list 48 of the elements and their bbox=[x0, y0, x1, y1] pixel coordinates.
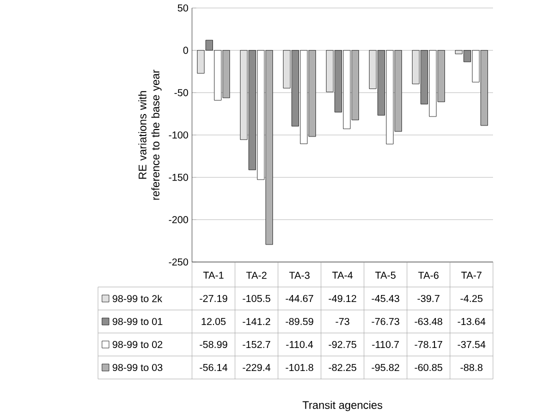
legend-label: 98-99 to 03 bbox=[112, 364, 162, 372]
x-tick-label: TA-7 bbox=[461, 272, 482, 279]
y-tick-label: -200 bbox=[168, 216, 188, 224]
data-label: -49.12 bbox=[328, 294, 356, 302]
data-label: -4.25 bbox=[460, 294, 482, 302]
data-label: -110.4 bbox=[286, 340, 314, 348]
data-label: -152.7 bbox=[242, 340, 270, 348]
y-tick-label: -150 bbox=[168, 174, 188, 181]
y-tick-label: -100 bbox=[168, 131, 188, 139]
text: Transit agencies bbox=[302, 400, 382, 412]
x-tick-label: TA-3 bbox=[289, 272, 310, 279]
data-label: -78.17 bbox=[414, 340, 442, 348]
x-tick-label: TA-1 bbox=[203, 272, 224, 279]
legend-label: 98-99 to 2k bbox=[112, 294, 162, 302]
data-label: -45.43 bbox=[372, 294, 400, 302]
y-tick-label: 0 bbox=[183, 46, 188, 54]
data-label: -141.2 bbox=[242, 318, 270, 325]
data-label: -229.4 bbox=[242, 364, 270, 372]
data-label: -101.8 bbox=[286, 364, 314, 372]
y-axis-title: RE variations with reference to the base year bbox=[138, 70, 162, 200]
data-label: -37.54 bbox=[458, 340, 486, 348]
data-label: -88.8 bbox=[460, 364, 482, 372]
legend-label: 98-99 to 01 bbox=[112, 318, 162, 326]
y-tick-label: 50 bbox=[178, 4, 188, 12]
data-label: -82.25 bbox=[328, 364, 356, 372]
data-label: -56.14 bbox=[200, 364, 228, 372]
legend-label: 98-99 to 02 bbox=[112, 340, 162, 348]
data-label: 12.05 bbox=[202, 318, 226, 326]
data-label: -63.48 bbox=[414, 318, 442, 326]
x-tick-label: TA-5 bbox=[375, 272, 396, 279]
data-label: -110.7 bbox=[372, 340, 399, 348]
y-tick-label: -50 bbox=[174, 89, 188, 96]
data-label: -39.7 bbox=[418, 294, 440, 302]
data-label: -27.19 bbox=[200, 294, 228, 302]
data-label: -73 bbox=[336, 318, 350, 326]
x-tick-label: TA-6 bbox=[418, 272, 439, 279]
data-label: -92.75 bbox=[328, 340, 356, 348]
data-label: -13.64 bbox=[458, 318, 486, 326]
x-tick-label: TA-2 bbox=[246, 272, 266, 279]
x-tick-label: TA-4 bbox=[332, 272, 353, 279]
data-label: -89.59 bbox=[286, 318, 314, 326]
data-label: -95.82 bbox=[372, 364, 400, 372]
data-label: -105.5 bbox=[242, 294, 270, 302]
y-tick-label: -250 bbox=[168, 258, 188, 266]
data-label: -44.67 bbox=[286, 294, 314, 302]
data-label: -76.73 bbox=[372, 318, 400, 326]
data-label: -58.99 bbox=[200, 340, 228, 348]
data-label: -60.85 bbox=[414, 364, 442, 372]
